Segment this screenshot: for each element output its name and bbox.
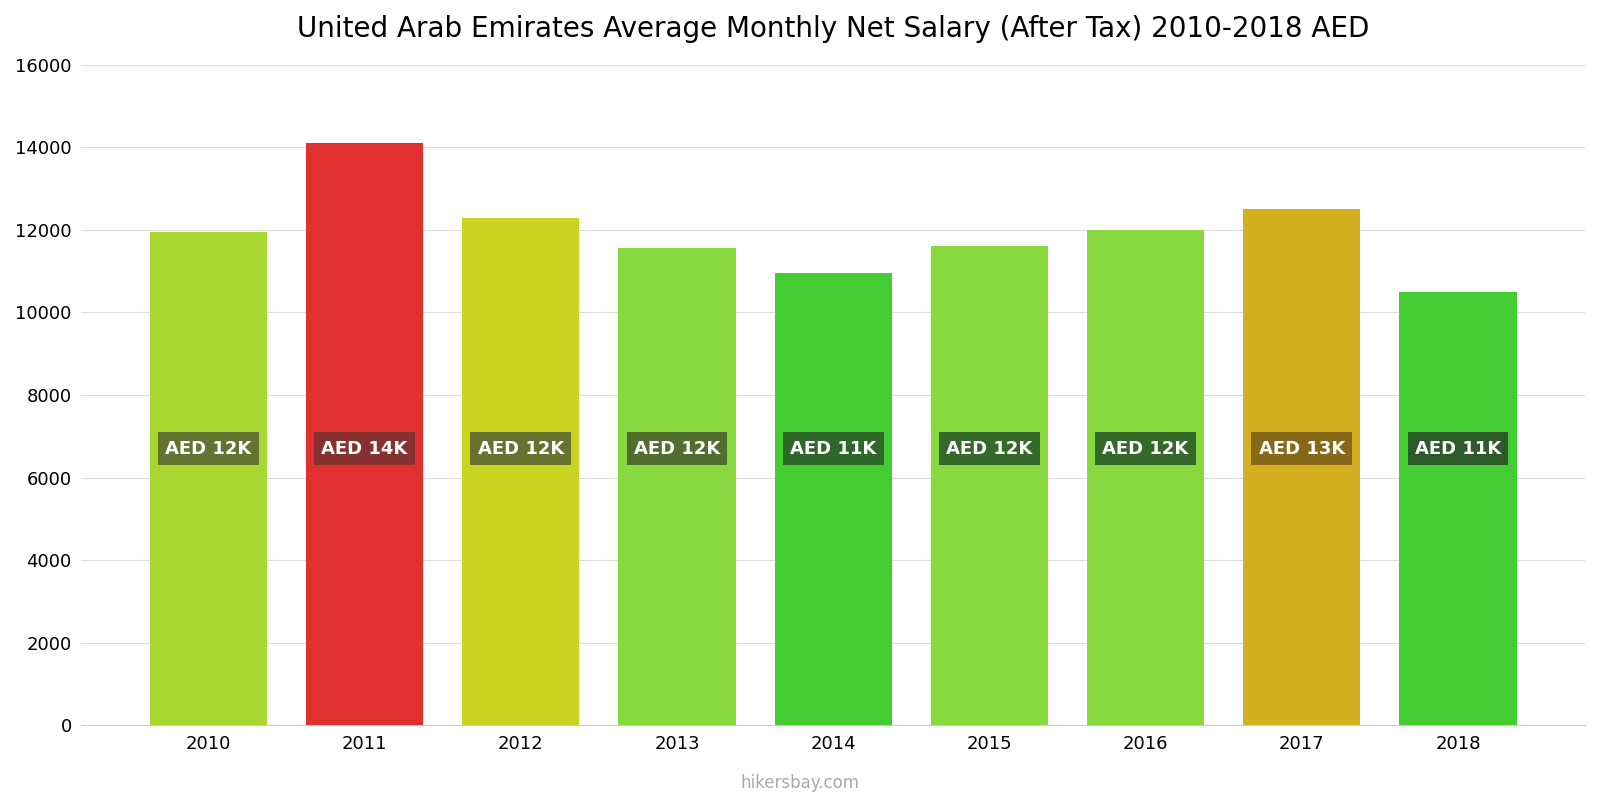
Text: AED 14K: AED 14K: [322, 440, 408, 458]
Text: hikersbay.com: hikersbay.com: [741, 774, 859, 792]
Text: AED 12K: AED 12K: [946, 440, 1032, 458]
Bar: [774, 274, 891, 726]
Bar: [931, 246, 1048, 726]
Text: AED 11K: AED 11K: [790, 440, 877, 458]
Bar: [1400, 292, 1517, 726]
Bar: [1243, 210, 1360, 726]
Text: AED 12K: AED 12K: [165, 440, 251, 458]
Bar: [618, 249, 736, 726]
Bar: [1086, 230, 1205, 726]
Text: AED 12K: AED 12K: [478, 440, 563, 458]
Title: United Arab Emirates Average Monthly Net Salary (After Tax) 2010-2018 AED: United Arab Emirates Average Monthly Net…: [298, 15, 1370, 43]
Text: AED 12K: AED 12K: [1102, 440, 1189, 458]
Bar: [306, 143, 422, 726]
Bar: [462, 218, 579, 726]
Bar: [150, 232, 267, 726]
Text: AED 13K: AED 13K: [1259, 440, 1346, 458]
Text: AED 11K: AED 11K: [1414, 440, 1501, 458]
Text: AED 12K: AED 12K: [634, 440, 720, 458]
